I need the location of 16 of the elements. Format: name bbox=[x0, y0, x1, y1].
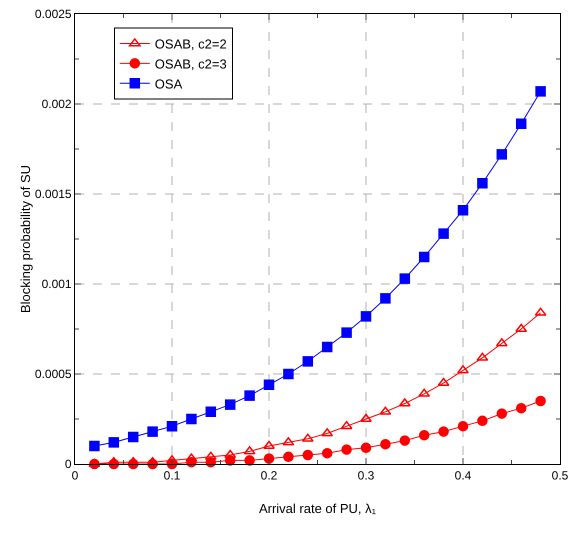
y-tick-label: 0.0025 bbox=[34, 7, 72, 22]
x-tick-label: 0.5 bbox=[552, 468, 569, 482]
y-axis-title: Blocking probability of SU bbox=[18, 164, 33, 314]
y-tick-label: 0.001 bbox=[42, 277, 72, 292]
y-tick-label: 0.002 bbox=[42, 97, 72, 112]
legend-label: OSAB, c2=3 bbox=[154, 56, 227, 72]
legend-label: OSA bbox=[154, 76, 183, 92]
y-tick-label: 0.0015 bbox=[34, 187, 72, 202]
x-tick-label: 0.1 bbox=[164, 468, 181, 482]
y-tick-label: 0 bbox=[64, 457, 72, 472]
x-tick-label: 0.4 bbox=[454, 468, 472, 482]
x-tick-label: 0.3 bbox=[358, 468, 375, 482]
y-tick-label: 0.0005 bbox=[34, 367, 72, 382]
x-tick-label: 0.2 bbox=[260, 468, 278, 482]
legend-label: OSAB, c2=2 bbox=[154, 36, 227, 52]
x-axis-title: Arrival rate of PU, λ₁ bbox=[258, 501, 377, 516]
